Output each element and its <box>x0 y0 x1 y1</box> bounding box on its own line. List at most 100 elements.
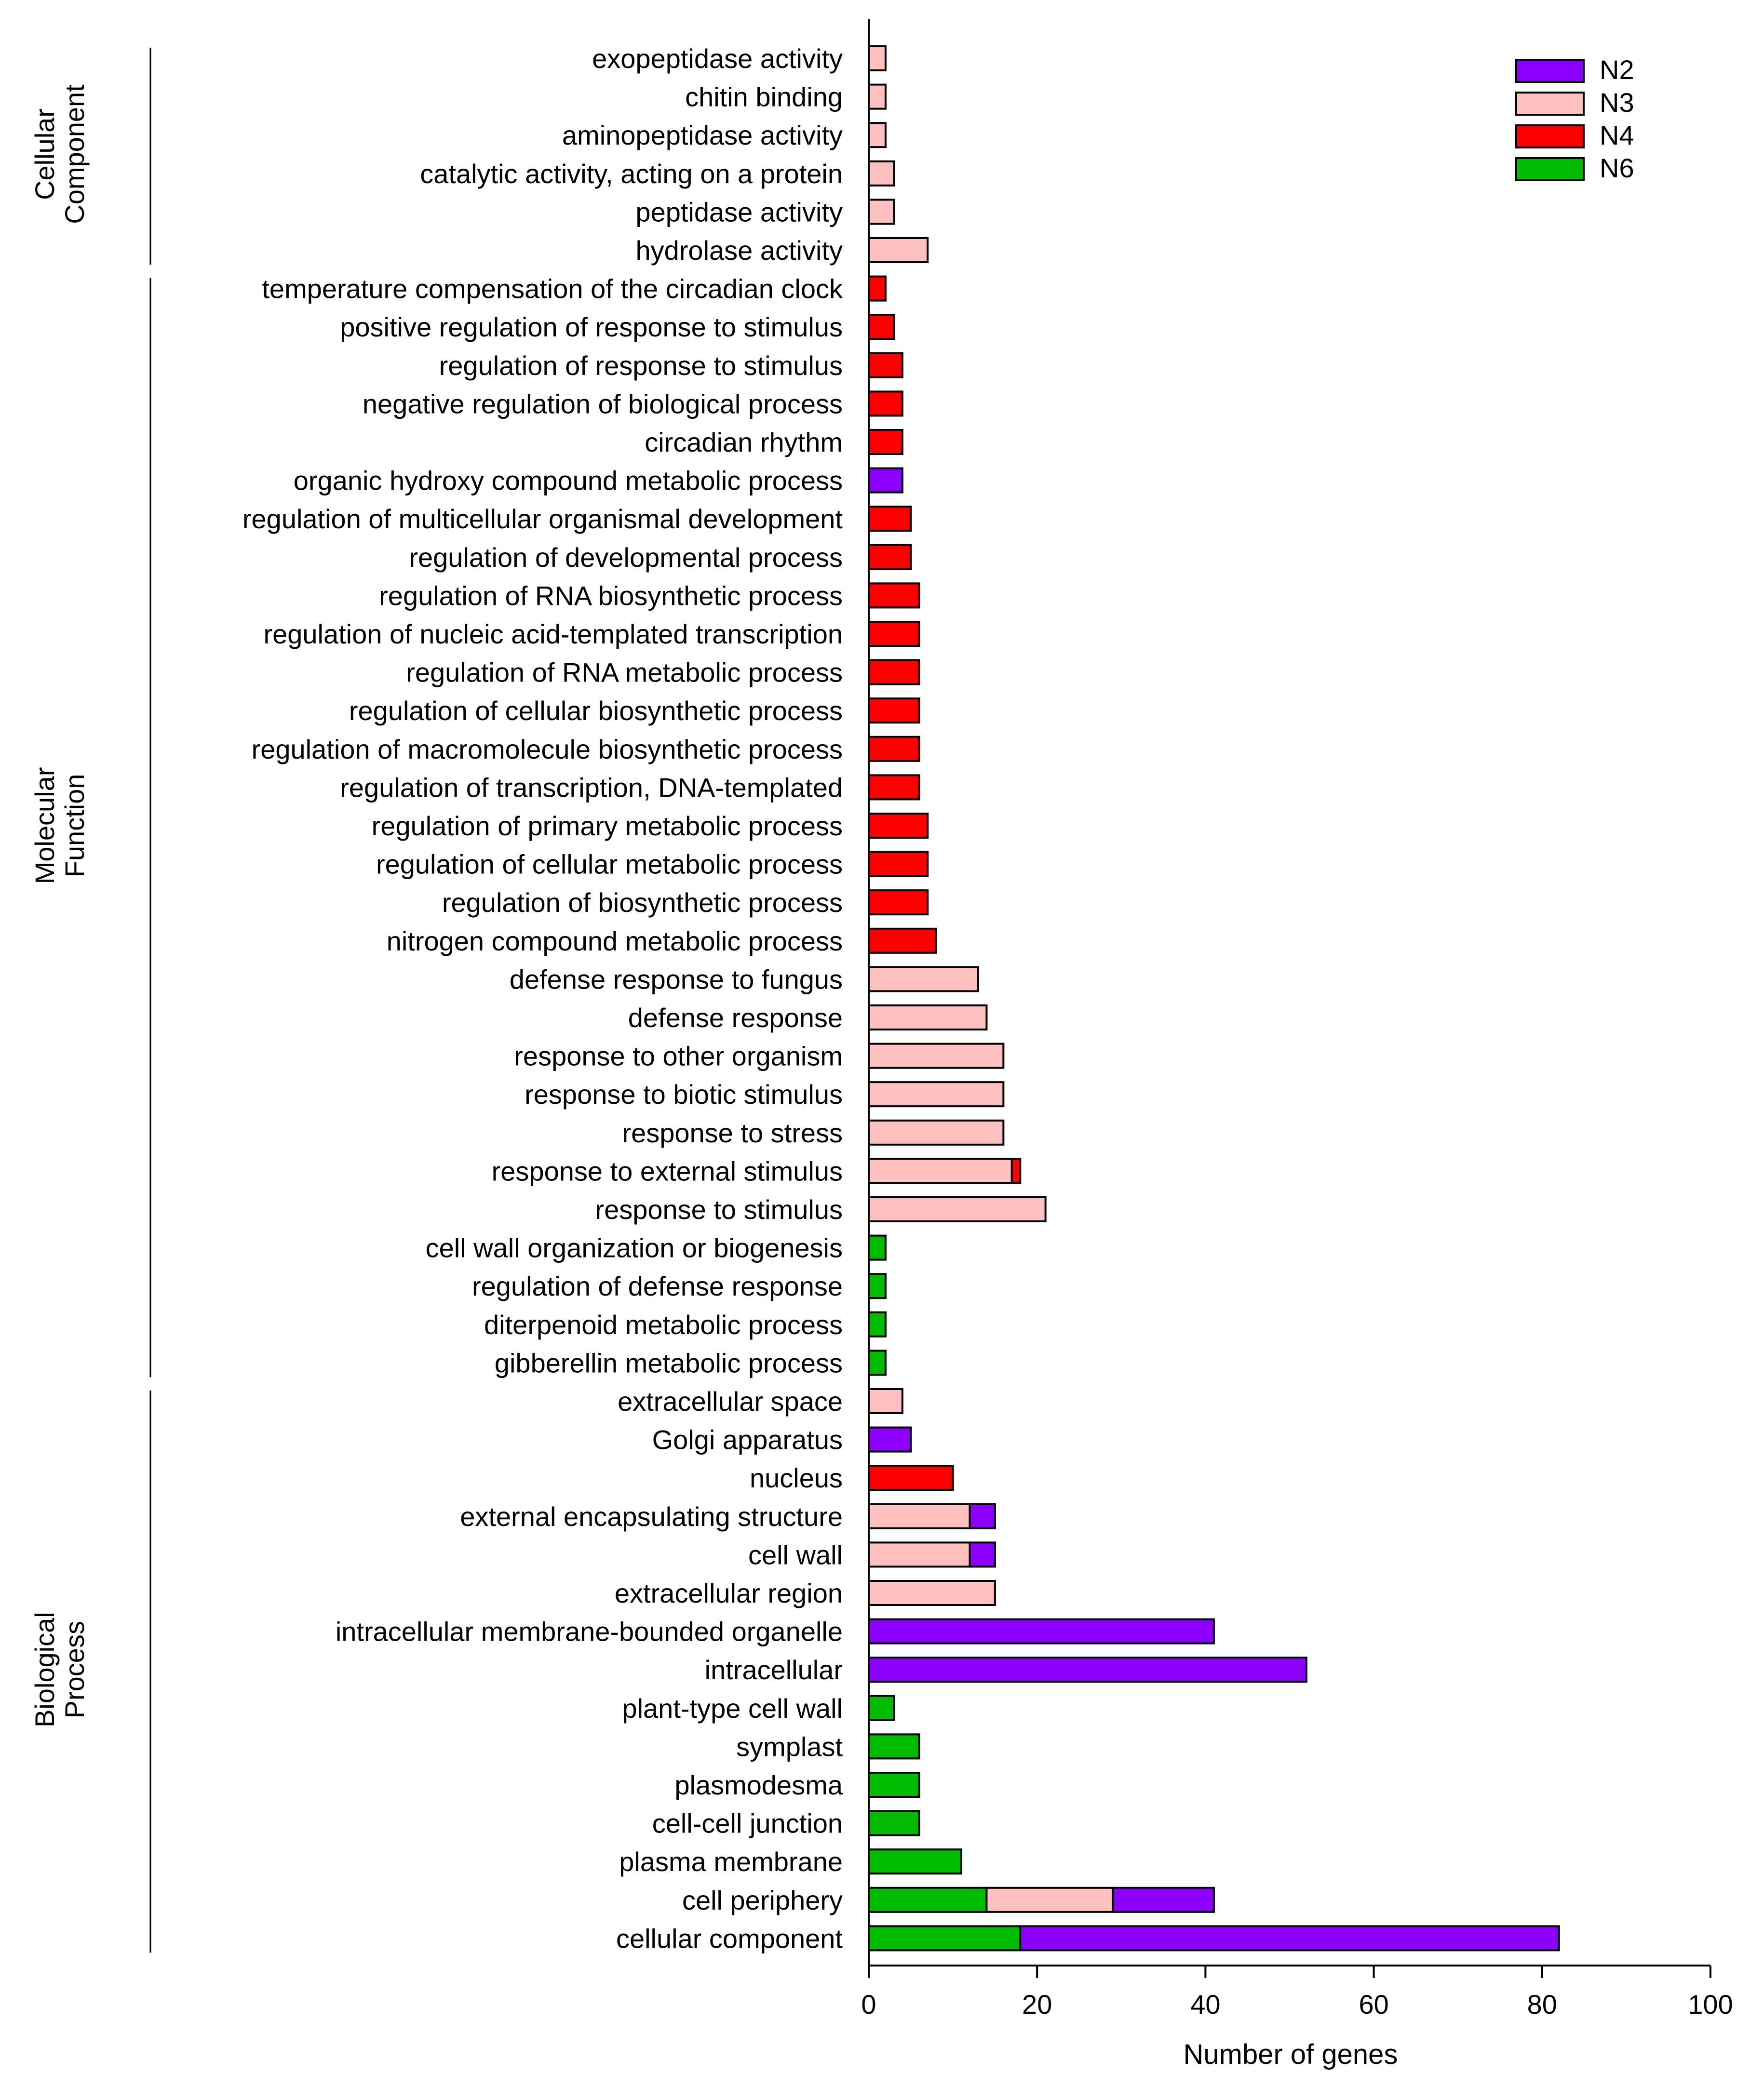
bar-peptidase-activity-n3 <box>868 199 895 225</box>
bar-chitin-binding-n3 <box>868 83 887 110</box>
category-label: response to stimulus <box>595 1194 843 1225</box>
category-label: diterpenoid metabolic process <box>484 1310 843 1340</box>
category-label: regulation of cellular biosynthetic proc… <box>349 696 843 726</box>
bar-regulation-of-transcription-dna-templated-n4 <box>868 774 920 801</box>
category-label: Golgi apparatus <box>652 1425 843 1455</box>
bar-cell-periphery-n3 <box>985 1886 1114 1913</box>
legend-swatch-n2 <box>1515 59 1585 83</box>
bar-regulation-of-cellular-biosynthetic-process-n4 <box>868 697 920 724</box>
bar-regulation-of-biosynthetic-process-n4 <box>868 889 929 916</box>
bar-nucleus-n4 <box>868 1465 954 1491</box>
bar-circadian-rhythm-n4 <box>868 429 903 455</box>
category-label: response to external stimulus <box>492 1156 843 1186</box>
category-label: intracellular <box>705 1655 843 1685</box>
category-label: cell wall <box>748 1539 843 1570</box>
category-labels: exopeptidase activity chitin binding amino… <box>242 43 843 1953</box>
bar-external-encapsulating-structure-n3 <box>868 1503 971 1529</box>
category-label: plant-type cell wall <box>622 1693 843 1724</box>
bar-cell-wall-n2 <box>969 1541 996 1568</box>
bars <box>868 45 1560 1952</box>
bar-diterpenoid-metabolic-process-n6 <box>868 1311 887 1338</box>
bar-response-to-other-organism-n3 <box>868 1043 1005 1069</box>
bar-regulation-of-primary-metabolic-process-n4 <box>868 813 929 839</box>
category-label: plasma membrane <box>619 1846 843 1877</box>
group-label-line: Biological <box>29 1612 60 1727</box>
category-label: cellular component <box>616 1923 843 1953</box>
group-label-cellular-component: CellularComponent <box>29 84 90 224</box>
category-label: circadian rhythm <box>645 427 843 457</box>
category-label: regulation of biosynthetic process <box>442 887 843 918</box>
bar-response-to-external-stimulus-n4 <box>1010 1158 1022 1184</box>
bar-exopeptidase-activity-n3 <box>868 45 887 71</box>
category-label: positive regulation of response to stimu… <box>340 312 843 342</box>
bar-cell-cell-junction-n6 <box>868 1810 920 1836</box>
group-label-line: Function <box>59 774 90 878</box>
category-label: defense response <box>628 1003 843 1033</box>
bar-gibberellin-metabolic-process-n6 <box>868 1350 887 1376</box>
group-brackets: CellularComponent MolecularFunction Biolog… <box>29 48 151 1953</box>
legend-swatch-n4 <box>1515 124 1585 148</box>
bar-cellular-component-n6 <box>868 1925 1022 1952</box>
group-label-molecular-function: MolecularFunction <box>29 767 90 884</box>
bar-response-to-stress-n3 <box>868 1119 1005 1146</box>
category-label: symplast <box>736 1731 843 1762</box>
bar-cell-wall-organization-or-biogenesis-n6 <box>868 1234 887 1261</box>
group-label-line: Cellular <box>29 108 60 200</box>
legend-label-n4: N4 <box>1600 120 1634 150</box>
category-label: regulation of RNA biosynthetic process <box>379 580 843 611</box>
category-label: response to biotic stimulus <box>525 1079 843 1110</box>
category-label: regulation of cellular metabolic process <box>376 849 843 880</box>
bar-regulation-of-cellular-metabolic-process-n4 <box>868 851 929 877</box>
group-label-line: Process <box>59 1621 90 1718</box>
category-label: regulation of defense response <box>472 1271 843 1301</box>
category-label: catalytic activity, acting on a protein <box>420 159 843 189</box>
bar-nitrogen-compound-metabolic-process-n4 <box>868 927 937 954</box>
category-label: external encapsulating structure <box>460 1501 843 1532</box>
bar-response-to-biotic-stimulus-n3 <box>868 1081 1005 1108</box>
bar-response-to-external-stimulus-n3 <box>868 1158 1013 1184</box>
bar-external-encapsulating-structure-n2 <box>969 1503 996 1529</box>
category-label: regulation of transcription, DNA-templat… <box>340 772 843 803</box>
legend-label-n2: N2 <box>1600 54 1634 85</box>
bar-regulation-of-macromolecule-biosynthetic-process-n4 <box>868 736 920 762</box>
category-label: nucleus <box>750 1463 843 1493</box>
category-label: regulation of multicellular organismal d… <box>242 504 843 534</box>
category-label: regulation of primary metabolic process <box>372 811 843 841</box>
category-label: peptidase activity <box>635 197 843 227</box>
bar-regulation-of-developmental-process-n4 <box>868 544 912 570</box>
legend-swatch-n6 <box>1515 157 1585 181</box>
bar-temperature-compensation-of-the-circadian-clock-n4 <box>868 275 887 302</box>
category-label: intracellular membrane-bounded organelle <box>336 1617 843 1647</box>
category-label: chitin binding <box>685 82 843 112</box>
category-label: regulation of developmental process <box>409 542 843 573</box>
category-label: cell periphery <box>682 1885 843 1915</box>
category-label: extracellular region <box>615 1578 843 1608</box>
legend-label-n3: N3 <box>1600 87 1634 118</box>
bar-regulation-of-response-to-stimulus-n4 <box>868 352 903 378</box>
bar-golgi-apparatus-n2 <box>868 1426 912 1453</box>
x-tick-label: 60 <box>1359 1989 1388 2020</box>
category-label: exopeptidase activity <box>592 43 843 74</box>
x-tick-label: 0 <box>861 1989 876 2020</box>
x-axis-title: Number of genes <box>1184 2039 1398 2070</box>
category-label: extracellular space <box>618 1386 843 1417</box>
bar-plant-type-cell-wall-n6 <box>868 1695 895 1721</box>
bar-extracellular-space-n3 <box>868 1388 903 1414</box>
bar-regulation-of-rna-biosynthetic-process-n4 <box>868 582 920 609</box>
bar-regulation-of-rna-metabolic-process-n4 <box>868 659 920 685</box>
bar-cell-periphery-n6 <box>868 1886 988 1913</box>
group-label-biological-process: BiologicalProcess <box>29 1612 90 1727</box>
bar-negative-regulation-of-biological-process-n4 <box>868 390 903 417</box>
bar-aminopeptidase-activity-n3 <box>868 122 887 148</box>
bar-defense-response-n3 <box>868 1004 988 1030</box>
x-tick-label: 40 <box>1190 1989 1220 2020</box>
category-label: cell-cell junction <box>652 1808 843 1839</box>
group-label-line: Component <box>59 84 90 224</box>
bar-plasmodesma-n6 <box>868 1772 920 1798</box>
bar-extracellular-region-n3 <box>868 1580 996 1606</box>
bar-regulation-of-defense-response-n6 <box>868 1273 887 1299</box>
x-tick-label: 100 <box>1688 1989 1733 2020</box>
category-label: response to stress <box>622 1118 843 1148</box>
category-label: regulation of RNA metabolic process <box>406 657 843 688</box>
